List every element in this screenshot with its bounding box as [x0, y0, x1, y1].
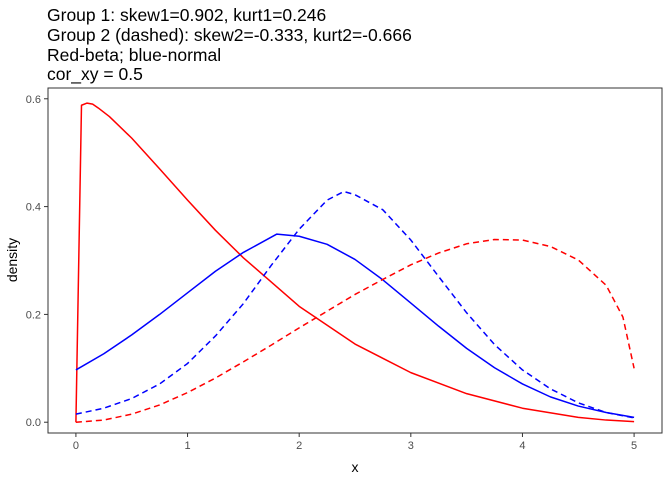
series-line-3-dashed	[75, 190, 635, 419]
y-axis-title: density	[4, 238, 20, 282]
y-tick-label: 0.2	[26, 309, 41, 321]
title-line-2: Group 2 (dashed): skew2=-0.333, kurt2=-0…	[47, 25, 412, 45]
y-tick-label: 0.6	[26, 94, 41, 106]
x-tick-label: 0	[73, 440, 79, 452]
series-line-4-dashed	[75, 238, 635, 423]
y-tick-label: 0.0	[26, 417, 41, 429]
y-axis: 0.0 0.2 0.4 0.6	[26, 94, 48, 429]
chart-title: Group 1: skew1=0.902, kurt1=0.246 Group …	[47, 5, 412, 85]
y-tick-label: 0.4	[26, 202, 41, 214]
title-line-3: Red-beta; blue-normal	[47, 45, 221, 65]
x-tick-label: 2	[296, 440, 302, 452]
x-axis: 0 1 2 3 4 5	[73, 433, 637, 452]
x-tick-label: 3	[408, 440, 414, 452]
x-tick-label: 4	[519, 440, 525, 452]
series-layer	[75, 102, 635, 423]
x-tick-label: 1	[184, 440, 190, 452]
series-line-2-solid	[75, 233, 635, 419]
x-axis-title: x	[352, 459, 359, 475]
title-line-4: cor_xy = 0.5	[47, 64, 143, 85]
x-tick-label: 5	[631, 440, 637, 452]
plot-panel-border	[47, 87, 663, 434]
title-line-1: Group 1: skew1=0.902, kurt1=0.246	[47, 5, 326, 25]
series-line-1-solid	[75, 102, 635, 423]
